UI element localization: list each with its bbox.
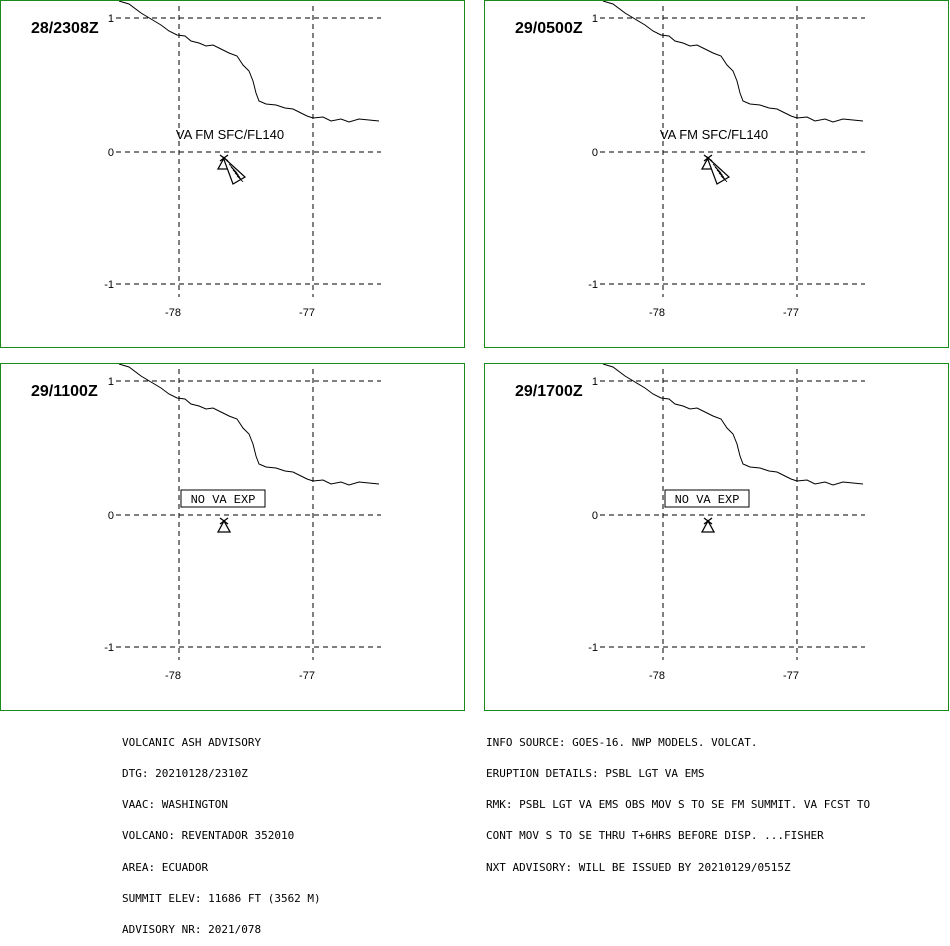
advisory-line: ERUPTION DETAILS: PSBL LGT VA EMS — [486, 767, 705, 781]
lon-tick-label: -78 — [165, 670, 181, 682]
volcano-icon — [700, 517, 716, 533]
advisory-line: DTG: 20210128/2310Z — [122, 767, 248, 781]
map-canvas-3: 1 0 -1 -78 -77 NO VA EXP — [104, 364, 381, 682]
advisory-line: NXT ADVISORY: WILL BE ISSUED BY 20210129… — [486, 860, 791, 874]
advisory-left-block: VOLCANIC ASH ADVISORY DTG: 20210128/2310… — [122, 717, 321, 946]
lat-tick-label: 1 — [592, 13, 598, 25]
map-panel-1: 1 0 -1 -78 -77 VA FM SFC/FL140 28/2308Z — [0, 0, 465, 348]
coastline — [602, 364, 864, 486]
lat-tick-label: -1 — [104, 279, 114, 291]
advisory-line: CONT MOV S TO SE THRU T+6HRS BEFORE DISP… — [486, 829, 824, 843]
lon-tick-label: -78 — [649, 307, 665, 319]
map-panel-4: 1 0 -1 -78 -77 NO VA EXP 29/1700Z — [484, 363, 949, 711]
map-canvas-1: 1 0 -1 -78 -77 VA FM SFC/FL140 — [104, 1, 381, 319]
advisory-line: RMK: PSBL LGT VA EMS OBS MOV S TO SE FM … — [486, 798, 871, 812]
volcano-icon — [216, 517, 232, 533]
advisory-line: AREA: ECUADOR — [122, 860, 209, 874]
map-panel-3: 1 0 -1 -78 -77 NO VA EXP 29/1100Z — [0, 363, 465, 711]
advisory-line: SUMMIT ELEV: 11686 FT (3562 M) — [122, 891, 321, 905]
va-label-box: NO VA EXP — [180, 489, 266, 508]
lat-tick-label: -1 — [588, 642, 598, 654]
lat-tick-label: 0 — [592, 147, 598, 159]
panel-time-label: 28/2308Z — [31, 20, 99, 37]
ash-plume — [222, 156, 247, 185]
va-label: NO VA EXP — [191, 493, 256, 507]
advisory-line: VAAC: WASHINGTON — [122, 798, 228, 812]
lat-tick-label: 1 — [108, 13, 114, 25]
lat-tick-label: 0 — [592, 510, 598, 522]
lon-tick-label: -78 — [649, 670, 665, 682]
lat-tick-label: -1 — [588, 279, 598, 291]
map-panel-2: 1 0 -1 -78 -77 VA FM SFC/FL140 29/0500Z — [484, 0, 949, 348]
advisory-line: VOLCANO: REVENTADOR 352010 — [122, 829, 295, 843]
map-canvas-2: 1 0 -1 -78 -77 VA FM SFC/FL140 — [588, 1, 865, 319]
lon-tick-label: -78 — [165, 307, 181, 319]
map-canvas-4: 1 0 -1 -78 -77 NO VA EXP — [588, 364, 865, 682]
lat-tick-label: -1 — [104, 642, 114, 654]
lon-tick-label: -77 — [783, 670, 799, 682]
lat-tick-label: 1 — [108, 376, 114, 388]
lat-tick-label: 0 — [108, 510, 114, 522]
advisory-line: ADVISORY NR: 2021/078 — [122, 923, 262, 937]
lat-tick-label: 0 — [108, 147, 114, 159]
coastline — [602, 1, 864, 123]
advisory-line: INFO SOURCE: GOES-16. NWP MODELS. VOLCAT… — [486, 735, 758, 749]
panel-time-label: 29/1700Z — [515, 383, 583, 400]
coastline — [118, 364, 380, 486]
lon-tick-label: -77 — [299, 670, 315, 682]
va-label: NO VA EXP — [675, 493, 740, 507]
advisory-right-block: INFO SOURCE: GOES-16. NWP MODELS. VOLCAT… — [486, 717, 870, 883]
panel-time-label: 29/1100Z — [31, 383, 98, 400]
va-label-box: NO VA EXP — [664, 489, 750, 508]
panel-time-label: 29/0500Z — [515, 20, 583, 37]
va-label: VA FM SFC/FL140 — [176, 127, 284, 142]
coastline — [118, 1, 380, 123]
va-label: VA FM SFC/FL140 — [660, 127, 768, 142]
ash-plume — [706, 156, 731, 185]
advisory-line: VOLCANIC ASH ADVISORY — [122, 735, 262, 749]
lat-tick-label: 1 — [592, 376, 598, 388]
lon-tick-label: -77 — [783, 307, 799, 319]
lon-tick-label: -77 — [299, 307, 315, 319]
